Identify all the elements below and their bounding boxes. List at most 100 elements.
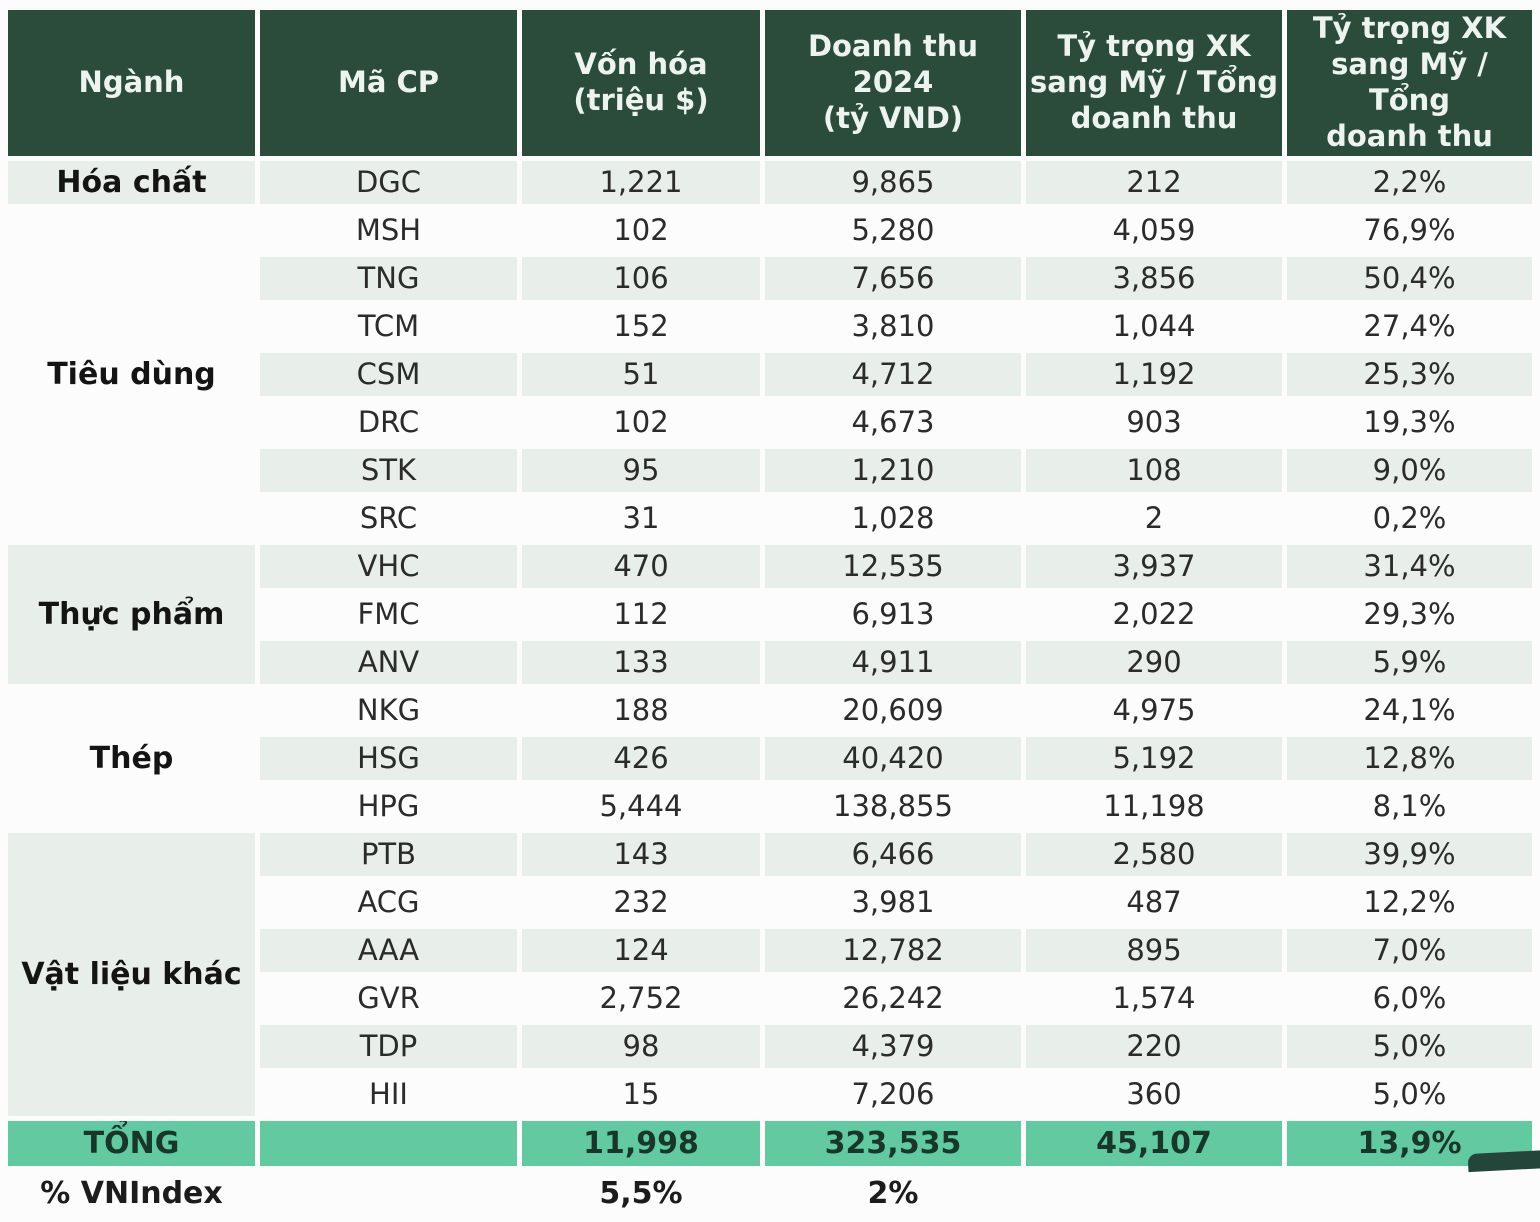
value-cell: 102 — [613, 213, 669, 248]
value-cell: 50,4% — [1287, 256, 1532, 300]
value-cell: 3,856 — [1026, 256, 1282, 300]
value-cell: 1,044 — [1112, 309, 1196, 344]
column-header-von-hoa: Vốn hóa (triệu $) — [522, 10, 760, 156]
vnindex-row: % VNIndex 5,5% 2% — [8, 1171, 1532, 1217]
industry-cell: Vật liệu khác — [8, 832, 255, 1116]
value-cell: 3,937 — [1026, 544, 1282, 588]
ticker-cell: VHC — [260, 544, 517, 588]
ticker-cell: HPG — [357, 789, 420, 824]
ticker-cell: GVR — [357, 981, 420, 1016]
column-header-nganh: Ngành — [8, 10, 255, 156]
ticker-cell: ACG — [357, 885, 420, 920]
value-cell: 15 — [622, 1077, 660, 1112]
ticker-cell: NKG — [356, 693, 421, 728]
column-header-doanh-thu: Doanh thu 2024 (tỷ VND) — [765, 10, 1021, 156]
table-row: STK 95 1,210 108 9,0% — [8, 448, 1532, 492]
value-cell: 2,580 — [1026, 832, 1282, 876]
industry-cell: Thép — [89, 740, 174, 776]
table-row: TNG 106 7,656 3,856 50,4% — [8, 256, 1532, 300]
value-cell: 98 — [522, 1024, 760, 1068]
total-xk-my: 45,107 — [1026, 1120, 1282, 1166]
vnindex-empty-cell — [1026, 1171, 1282, 1217]
value-cell: 39,9% — [1287, 832, 1532, 876]
value-cell: 8,1% — [1372, 789, 1447, 824]
table-row: HII 15 7,206 360 5,0% — [8, 1073, 1532, 1116]
value-cell: 152 — [613, 309, 669, 344]
value-cell: 106 — [522, 256, 760, 300]
value-cell: 51 — [522, 352, 760, 396]
value-cell: 6,913 — [851, 597, 935, 632]
value-cell: 124 — [522, 928, 760, 972]
value-cell: 2 — [1144, 501, 1164, 536]
value-cell: 4,059 — [1112, 213, 1196, 248]
value-cell: 0,2% — [1372, 501, 1447, 536]
table-footer: TỔNG 11,998 323,535 45,107 13,9% % VNInd… — [8, 1120, 1532, 1217]
table-row: FMC 112 6,913 2,022 29,3% — [8, 593, 1532, 636]
value-cell: 1,221 — [522, 160, 760, 204]
value-cell: 4,673 — [851, 405, 935, 440]
value-cell: 212 — [1026, 160, 1282, 204]
value-cell: 2,022 — [1112, 597, 1196, 632]
value-cell: 20,609 — [842, 693, 944, 728]
value-cell: 1,028 — [851, 501, 935, 536]
export-stocks-table: Ngành Mã CP Vốn hóa (triệu $) Doanh thu … — [3, 5, 1537, 1222]
value-cell: 31 — [622, 501, 660, 536]
value-cell: 4,975 — [1112, 693, 1196, 728]
value-cell: 895 — [1026, 928, 1282, 972]
value-cell: 6,466 — [765, 832, 1021, 876]
value-cell: 7,0% — [1287, 928, 1532, 972]
value-cell: 40,420 — [765, 736, 1021, 780]
value-cell: 7,206 — [851, 1077, 935, 1112]
value-cell: 5,192 — [1026, 736, 1282, 780]
value-cell: 2,2% — [1287, 160, 1532, 204]
value-cell: 5,0% — [1372, 1077, 1447, 1112]
industry-cell: Hóa chất — [8, 160, 255, 204]
vnindex-empty-cell — [260, 1171, 517, 1217]
value-cell: 29,3% — [1363, 597, 1456, 632]
ticker-cell: PTB — [260, 832, 517, 876]
total-empty-cell — [260, 1120, 517, 1166]
table-row: HSG 426 40,420 5,192 12,8% — [8, 736, 1532, 780]
vnindex-label: % VNIndex — [40, 1176, 223, 1212]
value-cell: 426 — [522, 736, 760, 780]
value-cell: 5,280 — [851, 213, 935, 248]
value-cell: 108 — [1026, 448, 1282, 492]
table-row: Thực phẩm VHC 470 12,535 3,937 31,4% — [8, 544, 1532, 684]
table-row: GVR 2,752 26,242 1,574 6,0% — [8, 977, 1532, 1020]
value-cell: 903 — [1126, 405, 1182, 440]
value-cell: 9,865 — [765, 160, 1021, 204]
value-cell: 12,8% — [1287, 736, 1532, 780]
total-doanh-thu: 323,535 — [765, 1120, 1021, 1166]
value-cell: 31,4% — [1287, 544, 1532, 588]
table-row: Vật liệu khác PTB 143 6,466 2,580 39,9% — [8, 832, 1532, 1116]
ticker-cell: AAA — [260, 928, 517, 972]
value-cell: 102 — [613, 405, 669, 440]
ticker-cell: CSM — [260, 352, 517, 396]
value-cell: 12,2% — [1363, 885, 1456, 920]
vnindex-empty-cell — [1287, 1171, 1532, 1217]
value-cell: 143 — [522, 832, 760, 876]
value-cell: 112 — [613, 597, 669, 632]
value-cell: 188 — [613, 693, 669, 728]
header-row: Ngành Mã CP Vốn hóa (triệu $) Doanh thu … — [8, 10, 1532, 156]
value-cell: 95 — [522, 448, 760, 492]
value-cell: 24,1% — [1363, 693, 1456, 728]
table-row: CSM 51 4,712 1,192 25,3% — [8, 352, 1532, 396]
table-body: Hóa chất DGC 1,221 9,865 212 2,2% Tiêu dùng MSH… — [8, 160, 1532, 1116]
value-cell: 9,0% — [1287, 448, 1532, 492]
value-cell: 470 — [522, 544, 760, 588]
column-header-ma-cp: Mã CP — [260, 10, 517, 156]
value-cell: 3,981 — [851, 885, 935, 920]
vnindex-doanh-thu: 2% — [867, 1176, 919, 1212]
value-cell: 5,444 — [599, 789, 683, 824]
ticker-cell: DRC — [357, 405, 420, 440]
total-row: TỔNG 11,998 323,535 45,107 13,9% — [8, 1120, 1532, 1166]
table-row: DRC 102 4,673 903 19,3% — [8, 401, 1532, 444]
table-row: SRC 31 1,028 2 0,2% — [8, 497, 1532, 540]
table-row: AAA 124 12,782 895 7,0% — [8, 928, 1532, 972]
value-cell: 26,242 — [842, 981, 944, 1016]
table-row: ACG 232 3,981 487 12,2% — [8, 881, 1532, 924]
value-cell: 11,198 — [1103, 789, 1205, 824]
value-cell: 5,9% — [1287, 640, 1532, 684]
industry-cell: Tiêu dùng — [47, 356, 216, 392]
